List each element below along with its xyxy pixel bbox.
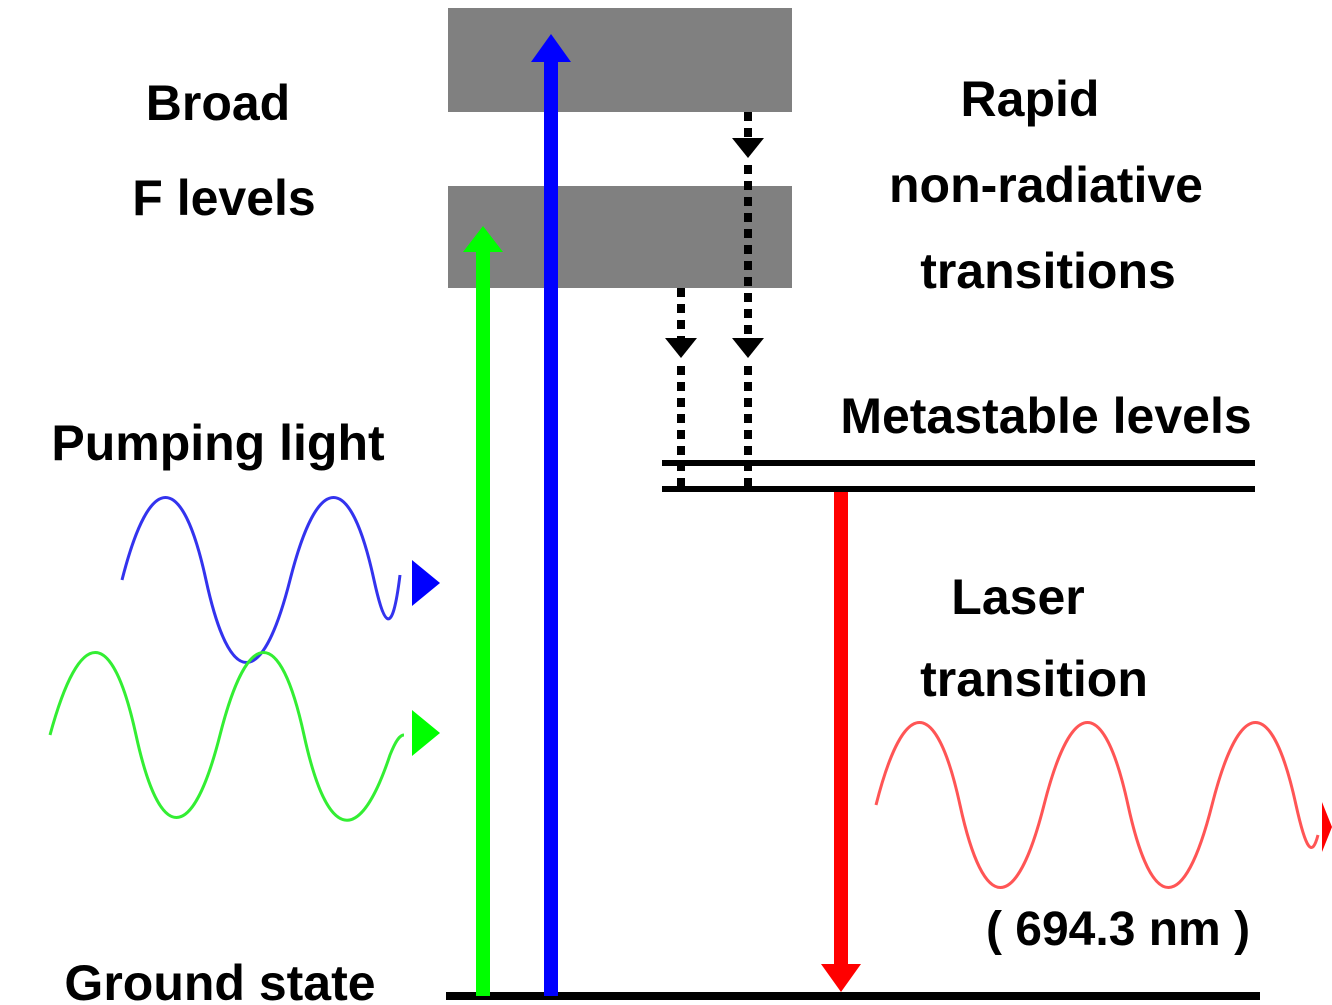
red-laser-arrow xyxy=(821,492,861,992)
blue-pump-arrow xyxy=(531,34,571,996)
metastable-label: Metastable levels xyxy=(840,388,1251,444)
triangle-right-icon xyxy=(1322,802,1332,852)
rapid-label-line2: non-radiative xyxy=(889,157,1203,213)
nonradiative-arrow-left xyxy=(665,288,697,492)
arrow-up-icon xyxy=(463,226,503,252)
dotted-arrow-down-icon xyxy=(732,138,764,158)
rapid-label-line3: transitions xyxy=(920,243,1176,299)
green-pump-wave xyxy=(48,651,440,822)
ground-state-label: Ground state xyxy=(64,955,375,1005)
wavelength-label: ( 694.3 nm ) xyxy=(986,903,1250,956)
rapid-label-line1: Rapid xyxy=(961,71,1100,127)
nonradiative-arrow-right xyxy=(732,112,764,492)
triangle-right-icon xyxy=(412,560,440,606)
laser-label-line2: transition xyxy=(920,651,1148,707)
upper-f-band xyxy=(448,8,792,112)
lower-f-band xyxy=(448,186,792,288)
laser-label-line1: Laser xyxy=(951,569,1084,625)
blue-pump-wave xyxy=(120,496,440,664)
red-laser-wave xyxy=(874,721,1332,889)
dotted-arrow-down-icon xyxy=(665,338,697,358)
broad-label-line1: Broad xyxy=(146,75,290,131)
dotted-arrow-down-icon xyxy=(732,338,764,358)
arrow-down-icon xyxy=(821,964,861,992)
pumping-light-label: Pumping light xyxy=(51,415,385,471)
triangle-right-icon xyxy=(412,710,440,756)
broad-label-line2: F levels xyxy=(132,170,315,226)
green-pump-arrow xyxy=(463,226,503,996)
arrow-up-icon xyxy=(531,34,571,62)
